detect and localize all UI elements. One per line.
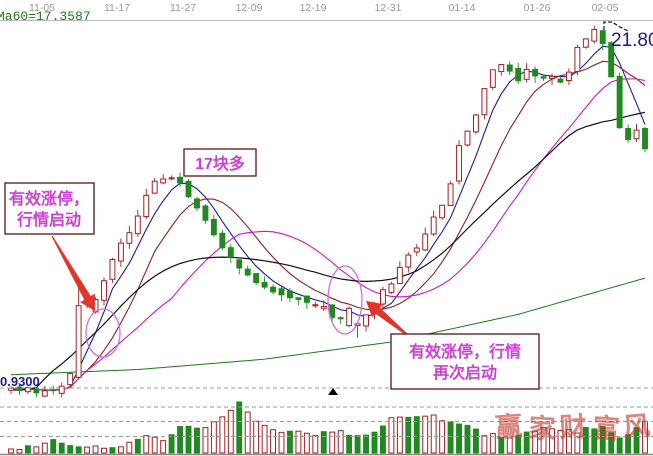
svg-text:11-27: 11-27 [170, 2, 196, 14]
svg-text:赢: 赢 [494, 410, 523, 443]
svg-text:富: 富 [592, 412, 621, 445]
svg-text:01-14: 01-14 [449, 2, 476, 14]
svg-text:01-26: 01-26 [524, 2, 551, 14]
svg-text:12-31: 12-31 [375, 2, 402, 14]
svg-text:12-19: 12-19 [300, 2, 327, 14]
svg-text:17块多: 17块多 [195, 154, 245, 173]
svg-text:21.80: 21.80 [611, 30, 653, 51]
svg-text:行情启动: 行情启动 [16, 210, 81, 229]
svg-text:有效涨停，行情: 有效涨停，行情 [409, 342, 521, 361]
svg-text:再次启动: 再次启动 [433, 363, 497, 382]
svg-text:12-09: 12-09 [236, 2, 263, 14]
svg-text:风: 风 [622, 411, 652, 443]
svg-text:有效涨停，: 有效涨停， [9, 189, 89, 208]
svg-text:02-05: 02-05 [592, 2, 619, 14]
svg-text:0.9300: 0.9300 [0, 374, 40, 389]
svg-text:Ma60=17.3587: Ma60=17.3587 [0, 9, 91, 24]
svg-text:家: 家 [528, 412, 557, 444]
svg-text:财: 财 [559, 412, 588, 443]
svg-text:11-17: 11-17 [104, 2, 130, 14]
